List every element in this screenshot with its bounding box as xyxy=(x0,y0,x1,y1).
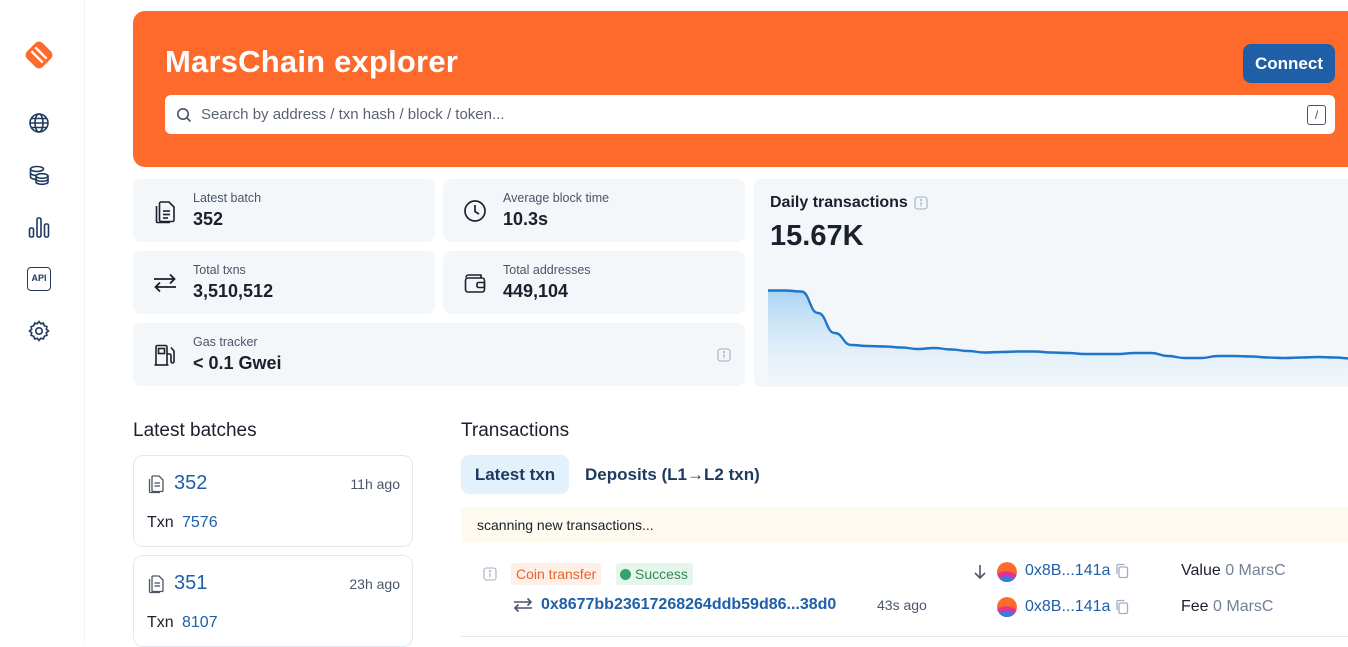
stat-label: Average block time xyxy=(503,191,610,205)
batch-card[interactable]: 351 23h ago Txn 8107 xyxy=(133,555,413,647)
bar-chart-icon[interactable] xyxy=(27,215,51,239)
batch-txn-count-link[interactable]: 7576 xyxy=(182,514,218,531)
stat-value: < 0.1 Gwei xyxy=(193,353,282,373)
gear-icon[interactable] xyxy=(27,319,51,343)
status-label: Success xyxy=(635,566,688,582)
batch-number-link[interactable]: 352 xyxy=(174,472,208,494)
stat-label: Total addresses xyxy=(503,263,591,277)
daily-transactions-chart-card: Daily transactions 15.67K xyxy=(754,179,1348,387)
stat-average-block-time: Average block time 10.3s xyxy=(443,179,745,242)
batch-document-icon xyxy=(148,575,164,594)
batch-number-link[interactable]: 351 xyxy=(174,572,208,594)
from-address-link[interactable]: 0x8B...141a xyxy=(1025,562,1111,579)
chart-title: Daily transactions xyxy=(770,194,908,211)
stat-gas-tracker: Gas tracker < 0.1 Gwei xyxy=(133,323,745,386)
stat-label: Total txns xyxy=(193,263,246,277)
chart-current-value: 15.67K xyxy=(770,220,864,252)
info-icon[interactable] xyxy=(483,567,497,581)
connect-wallet-button[interactable]: Connect xyxy=(1243,44,1335,83)
tx-fee: Fee 0 MarsC xyxy=(1181,598,1273,616)
status-badge: Success xyxy=(616,563,693,585)
wallet-icon xyxy=(464,274,486,293)
transfer-arrows-icon xyxy=(154,273,176,293)
tx-value: Value 0 MarsC xyxy=(1181,562,1286,580)
clock-icon xyxy=(464,200,486,222)
info-icon[interactable] xyxy=(717,348,731,362)
hero-banner: MarsChain explorer Connect / xyxy=(133,11,1348,167)
tx-fee-label: Fee xyxy=(1181,598,1209,615)
daily-transactions-chart xyxy=(768,289,1348,387)
marschain-logo-icon[interactable] xyxy=(24,40,54,70)
api-icon[interactable]: API xyxy=(27,267,51,291)
info-icon[interactable] xyxy=(914,196,928,210)
tx-fee-amount: 0 MarsC xyxy=(1213,598,1274,615)
stat-total-txns: Total txns 3,510,512 xyxy=(133,251,435,314)
transfer-arrows-icon xyxy=(513,597,533,613)
tx-value-amount: 0 MarsC xyxy=(1225,562,1286,579)
from-address-avatar xyxy=(997,562,1017,582)
search-shortcut-hint: / xyxy=(1307,105,1326,125)
sidebar: API xyxy=(0,0,85,642)
stat-value: 449,104 xyxy=(503,281,569,301)
batch-age: 23h ago xyxy=(349,576,400,592)
gas-pump-icon xyxy=(154,344,175,366)
tx-age: 43s ago xyxy=(877,597,927,613)
batch-txn-count-link[interactable]: 8107 xyxy=(182,614,218,631)
copy-icon[interactable] xyxy=(1115,599,1129,615)
stat-value: 10.3s xyxy=(503,209,549,229)
batch-document-icon xyxy=(148,475,164,494)
tab-deposits[interactable]: Deposits (L1→L2 txn) xyxy=(585,465,760,484)
batch-txn-label: Txn xyxy=(147,614,174,631)
stat-value: 3,510,512 xyxy=(193,281,274,301)
stat-value: 352 xyxy=(193,209,224,229)
tab-latest-txn[interactable]: Latest txn xyxy=(461,455,569,494)
transactions-title: Transactions xyxy=(461,420,570,441)
stat-latest-batch: Latest batch 352 xyxy=(133,179,435,242)
to-address-avatar xyxy=(997,597,1017,617)
to-address-link[interactable]: 0x8B...141a xyxy=(1025,598,1111,615)
stat-label: Gas tracker xyxy=(193,335,258,349)
tx-type-badge: Coin transfer xyxy=(511,563,602,585)
batch-card[interactable]: 352 11h ago Txn 7576 xyxy=(133,455,413,547)
chart-series-line xyxy=(768,289,1348,360)
stat-total-addresses: Total addresses 449,104 xyxy=(443,251,745,314)
success-check-icon xyxy=(620,569,631,580)
batch-txn-label: Txn xyxy=(147,514,174,531)
scanning-notice: scanning new transactions... xyxy=(461,507,1348,543)
page-title: MarsChain explorer xyxy=(165,44,459,79)
search-bar[interactable]: / xyxy=(165,95,1335,134)
copy-icon[interactable] xyxy=(1115,563,1129,579)
globe-icon[interactable] xyxy=(27,111,51,135)
arrow-down-icon xyxy=(974,565,986,580)
search-input[interactable] xyxy=(201,95,1291,134)
transaction-row: Coin transfer Success 0x8677bb2361726826… xyxy=(461,550,1348,637)
tx-value-label: Value xyxy=(1181,562,1221,579)
chart-area-fill xyxy=(768,290,1348,387)
document-icon xyxy=(155,201,175,224)
latest-batches-title: Latest batches xyxy=(133,420,257,441)
search-icon xyxy=(177,108,192,123)
stat-label: Latest batch xyxy=(193,191,262,205)
batch-age: 11h ago xyxy=(350,476,400,492)
tx-hash-link[interactable]: 0x8677bb23617268264ddb59d86...38d0 xyxy=(541,596,837,613)
coins-icon[interactable] xyxy=(27,163,51,187)
